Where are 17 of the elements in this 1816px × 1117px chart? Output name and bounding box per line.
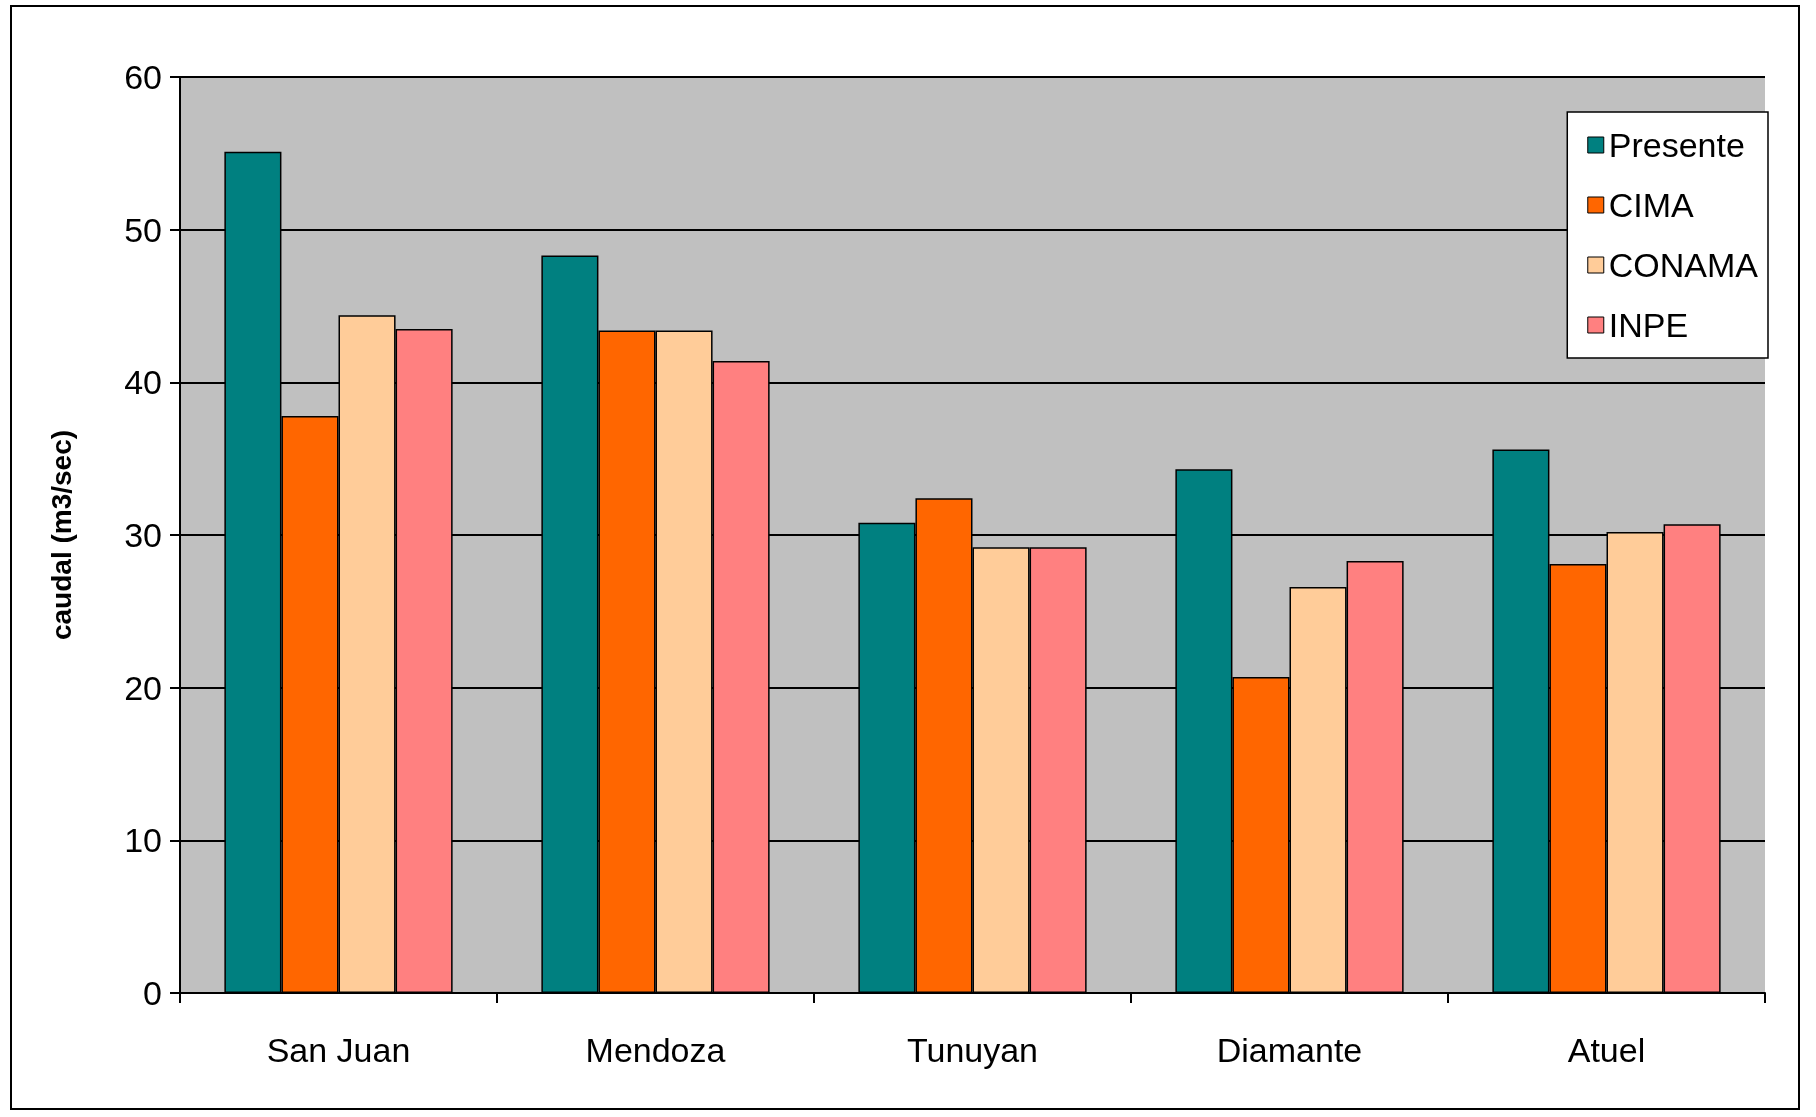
y-tick-label: 40 [124,363,162,402]
legend-label: CIMA [1608,186,1695,224]
legend-label: INPE [1608,306,1689,344]
y-tick-label: 60 [124,58,162,96]
x-tick-label: Tunuyan [906,1031,1039,1069]
legend-label: Presente [1608,126,1745,164]
y-tick-label: 30 [124,516,162,554]
y-axis-title: caudal (m3/sec) [45,429,77,641]
x-tick-label: San Juan [266,1031,411,1069]
legend-label: CONAMA [1608,246,1759,284]
y-tick-label: 10 [124,821,162,860]
x-tick-label: Atuel [1567,1031,1646,1069]
y-tick-label: 50 [124,210,162,249]
y-tick-label: 0 [143,974,162,1012]
x-tick-label: Diamante [1216,1031,1363,1069]
x-tick-label: Mendoza [585,1031,726,1069]
y-tick-label: 20 [124,668,162,707]
